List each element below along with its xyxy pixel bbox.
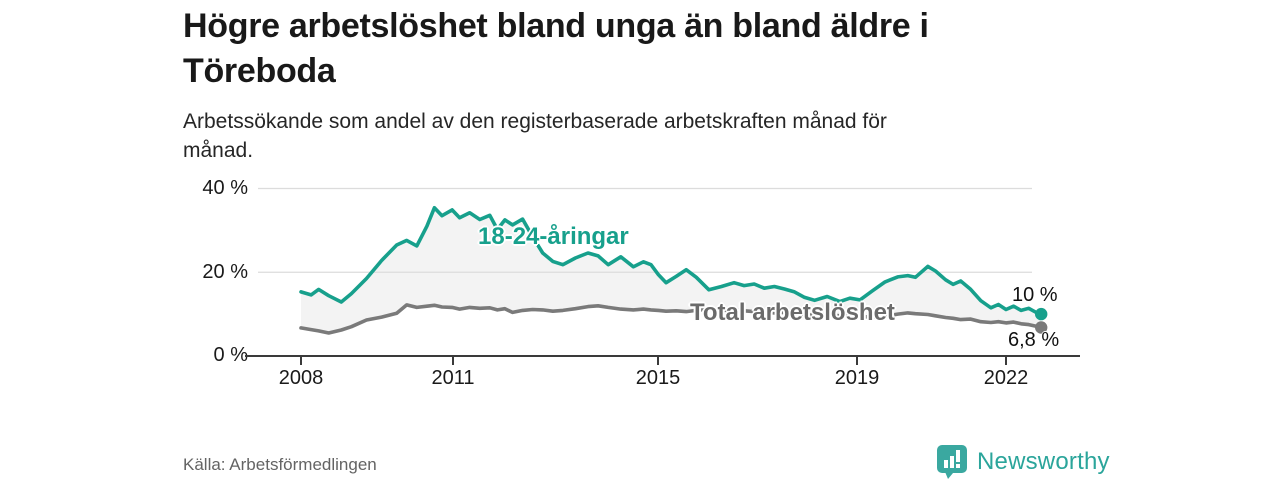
- title-line-1: Högre arbetslöshet bland unga än bland ä…: [183, 7, 929, 45]
- title-line-2: Töreboda: [183, 52, 336, 90]
- x-tick-label-2008: 2008: [278, 367, 324, 389]
- chart-subtitle: Arbetssökande som andel av den registerb…: [183, 107, 1083, 165]
- x-tick-label-2015: 2015: [635, 367, 681, 389]
- x-axis-tick: [856, 356, 858, 365]
- x-axis-tick: [300, 356, 302, 365]
- newsworthy-logo-link[interactable]: Newsworthy: [936, 444, 1110, 480]
- x-axis-line: [245, 355, 1080, 357]
- newsworthy-wordmark: Newsworthy: [977, 448, 1110, 475]
- area-between-series: [301, 207, 1042, 333]
- series-label-total: Total arbetslöshet: [690, 299, 895, 326]
- end-value-label-youth: 10 %: [1012, 284, 1058, 306]
- end-value-label-total: 6,8 %: [1008, 329, 1060, 351]
- series-line-1: [299, 303, 1043, 335]
- series-label-youth: 18-24-åringar: [478, 223, 629, 250]
- series-line-0: [299, 206, 1043, 316]
- y-tick-label-40: 40 %: [202, 177, 248, 199]
- x-axis-tick: [452, 356, 454, 365]
- series-end-dot-0: [1035, 307, 1048, 321]
- newsworthy-pin-barchart-icon: [937, 445, 967, 479]
- source-note: Källa: Arbetsförmedlingen: [183, 455, 377, 474]
- page-title: Högre arbetslöshet bland unga än bland ä…: [183, 4, 1153, 94]
- x-tick-label-2022: 2022: [983, 367, 1029, 389]
- subtitle-line-1: Arbetssökande som andel av den registerb…: [183, 110, 887, 133]
- y-tick-label-0: 0 %: [213, 344, 248, 366]
- x-tick-label-2019: 2019: [834, 367, 880, 389]
- x-axis-tick: [1005, 356, 1007, 365]
- x-tick-label-2011: 2011: [431, 367, 475, 389]
- y-tick-label-20: 20 %: [202, 261, 248, 283]
- x-axis-tick: [657, 356, 659, 365]
- subtitle-line-2: månad.: [183, 139, 254, 162]
